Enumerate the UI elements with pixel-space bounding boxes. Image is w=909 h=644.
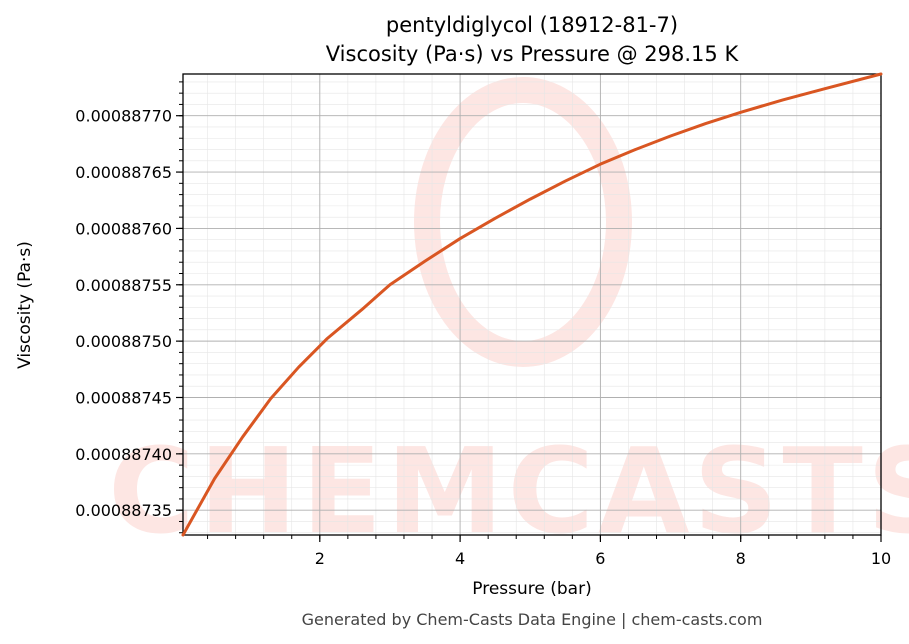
y-tick-label: 0.00088740: [75, 445, 172, 464]
x-tick-label: 10: [871, 549, 891, 568]
axis-ticks: 2 4 6 8 10 0.00088735 0.00088740 0.00088745 0.00…: [75, 81, 891, 568]
plot-area-frame: [182, 73, 882, 536]
footer-credit: Generated by Chem-Casts Data Engine | ch…: [302, 610, 763, 629]
y-tick-label: 0.00088755: [75, 276, 172, 295]
x-axis-label: Pressure (bar): [472, 579, 591, 599]
chart-title: pentyldiglycol (18912-81-7): [386, 13, 678, 37]
series-layer: [181, 72, 883, 537]
x-tick-label: 6: [595, 549, 605, 568]
y-tick-label: 0.00088735: [75, 501, 172, 520]
y-tick-label: 0.00088750: [75, 332, 172, 351]
y-tick-label: 0.00088770: [75, 107, 172, 126]
x-tick-label: 4: [455, 549, 465, 568]
series-line: [181, 72, 883, 537]
y-axis-label: Viscosity (Pa·s): [15, 241, 35, 369]
watermark-logo-ring: [414, 77, 632, 367]
chart-subtitle: Viscosity (Pa·s) vs Pressure @ 298.15 K: [326, 42, 740, 66]
y-tick-label: 0.00088765: [75, 163, 172, 182]
x-tick-label: 8: [736, 549, 746, 568]
y-tick-label: 0.00088760: [75, 219, 172, 238]
y-tick-label: 0.00088745: [75, 388, 172, 407]
watermark: CHEMCASTS: [108, 77, 909, 560]
x-tick-label: 2: [315, 549, 325, 568]
watermark-text: CHEMCASTS: [108, 422, 909, 560]
